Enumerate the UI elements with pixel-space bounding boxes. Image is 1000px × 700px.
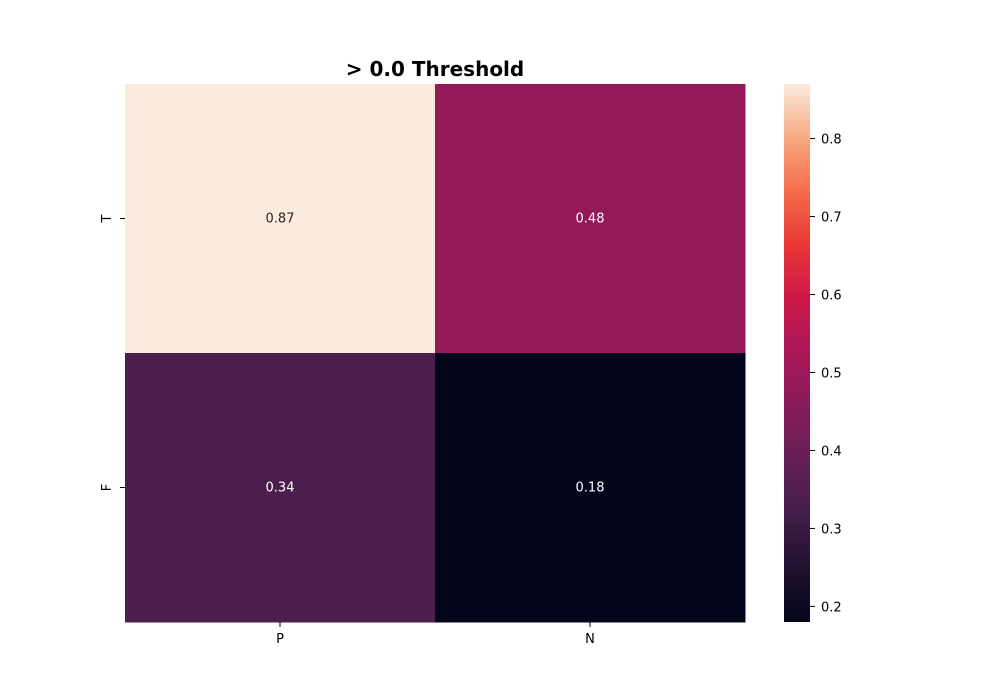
heatmap-cell [125,353,436,623]
colorbar-tick-label: 0.2 [821,600,842,615]
colorbar-ticks: 0.2 0.3 0.4 0.5 0.6 0.7 0.8 [810,133,842,615]
colorbar-tick-label: 0.6 [821,289,842,304]
colorbar-tick-label: 0.4 [821,444,842,459]
colorbar-tick-label: 0.5 [821,366,842,381]
colorbar: 0.2 0.3 0.4 0.5 0.6 0.7 0.8 [784,84,842,622]
heatmap-cells [125,84,746,623]
colorbar-tick-label: 0.3 [821,522,842,537]
y-tick-label: T [100,214,115,223]
colorbar-gradient [784,84,810,622]
cell-value-label: 0.34 [266,481,295,496]
colorbar-tick-label: 0.7 [821,211,842,226]
heatmap-cell-labels: 0.87 0.48 0.34 0.18 [266,212,605,496]
x-tick-label: P [276,632,284,647]
cell-value-label: 0.87 [266,212,295,227]
cell-value-label: 0.48 [576,212,605,227]
colorbar-tick-label: 0.8 [821,133,842,148]
chart-title: > 0.0 Threshold [346,57,524,81]
x-tick-label: N [585,632,595,647]
y-tick-label: F [100,484,115,491]
heatmap-cell [435,84,746,354]
y-axis: TF [100,214,125,491]
heatmap-cell [125,84,436,354]
cell-value-label: 0.18 [576,481,605,496]
heatmap-cell [435,353,746,623]
